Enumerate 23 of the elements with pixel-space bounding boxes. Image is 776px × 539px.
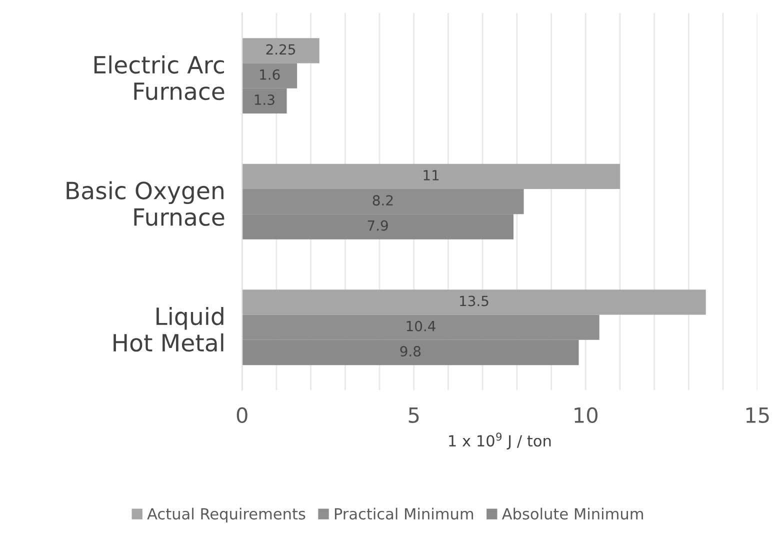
x-tick-label: 0 (236, 407, 248, 424)
legend-label: Practical Minimum (334, 508, 474, 520)
bar (242, 164, 620, 190)
data-label: 7.9 (368, 220, 388, 231)
bar (242, 290, 706, 315)
data-label: 1.6 (260, 69, 280, 80)
legend-label: Absolute Minimum (502, 508, 643, 520)
data-label: 11 (424, 170, 439, 180)
data-label: 13.5 (460, 296, 488, 306)
data-label: 2.25 (266, 44, 296, 55)
x-axis-title: 1 x 10$^{9}$ J / ton (449, 432, 551, 450)
data-label: 9.8 (400, 346, 421, 357)
data-label: 10.4 (406, 320, 436, 332)
data-label: 8.2 (372, 195, 393, 206)
x-tick-label: 5 (408, 408, 419, 424)
y-tick-label: Electric Arc Furnace (94, 55, 224, 100)
x-tick-label: 15 (746, 408, 769, 424)
legend-label: Actual Requirements (147, 508, 306, 523)
data-label: 1.3 (254, 94, 274, 106)
bar (242, 38, 320, 64)
x-tick-label: 10 (574, 407, 598, 424)
y-tick-label: Basic Oxygen Furnace (66, 181, 224, 226)
y-tick-label: Liquid Hot Metal (114, 306, 224, 352)
